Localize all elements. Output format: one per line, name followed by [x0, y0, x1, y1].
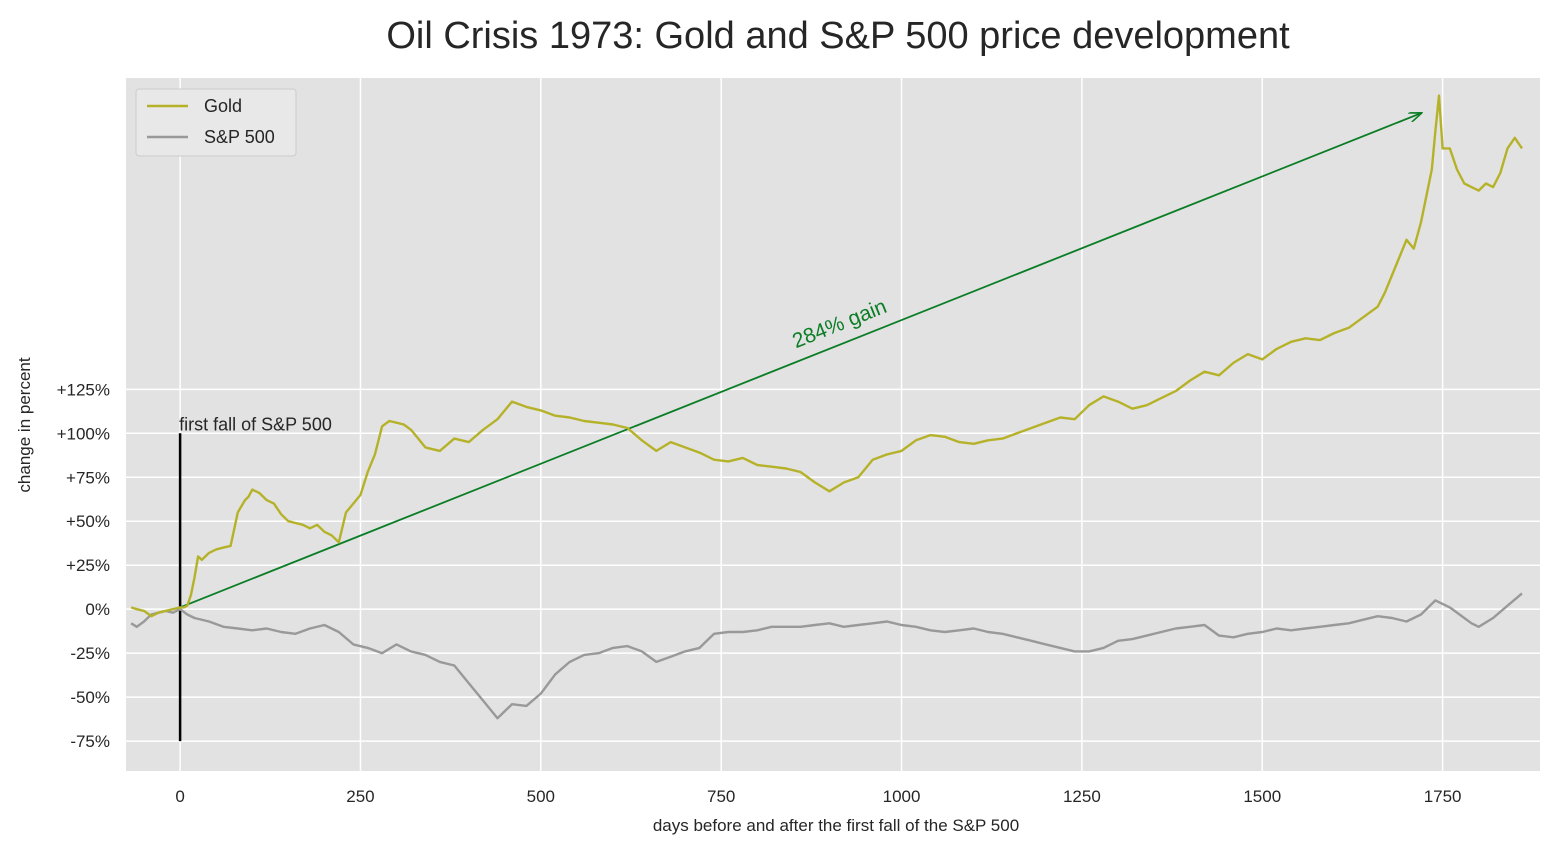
series-line-gold — [130, 94, 1523, 618]
plot-area — [126, 78, 1540, 771]
y-tick-label: +75% — [66, 468, 110, 487]
y-tick-label: -50% — [70, 688, 110, 707]
y-tick-label: +100% — [57, 424, 110, 443]
y-tick-label: +125% — [57, 380, 110, 399]
x-tick-label: 250 — [346, 787, 374, 806]
y-tick-label: 0% — [85, 600, 110, 619]
x-axis-label: days before and after the first fall of … — [653, 816, 1019, 835]
x-axis-ticks: 0 250 500 750 1000 1250 1500 1750 — [175, 787, 1461, 806]
y-tick-label: -25% — [70, 644, 110, 663]
x-tick-label: 1000 — [883, 787, 921, 806]
x-tick-label: 750 — [707, 787, 735, 806]
x-tick-label: 500 — [527, 787, 555, 806]
legend: Gold S&P 500 — [135, 88, 297, 157]
series-line-sp500 — [130, 592, 1523, 720]
chart-title: Oil Crisis 1973: Gold and S&P 500 price … — [386, 15, 1290, 57]
y-tick-label: +25% — [66, 556, 110, 575]
y-axis-ticks: -75% -50% -25% 0% +25% +50% +75% +100% +125% — [57, 380, 110, 751]
y-tick-label: -75% — [70, 732, 110, 751]
y-axis-label: change in percent — [15, 357, 34, 492]
x-tick-label: 1500 — [1243, 787, 1281, 806]
x-tick-label: 0 — [175, 787, 184, 806]
x-tick-label: 1750 — [1424, 787, 1462, 806]
vertical-marker-label: first fall of S&P 500 — [179, 414, 332, 434]
legend-label-sp500: S&P 500 — [204, 127, 275, 147]
gridlines — [126, 78, 1540, 771]
x-tick-label: 1250 — [1063, 787, 1101, 806]
legend-label-gold: Gold — [204, 96, 242, 116]
gain-arrow — [179, 113, 1421, 609]
y-tick-label: +50% — [66, 512, 110, 531]
